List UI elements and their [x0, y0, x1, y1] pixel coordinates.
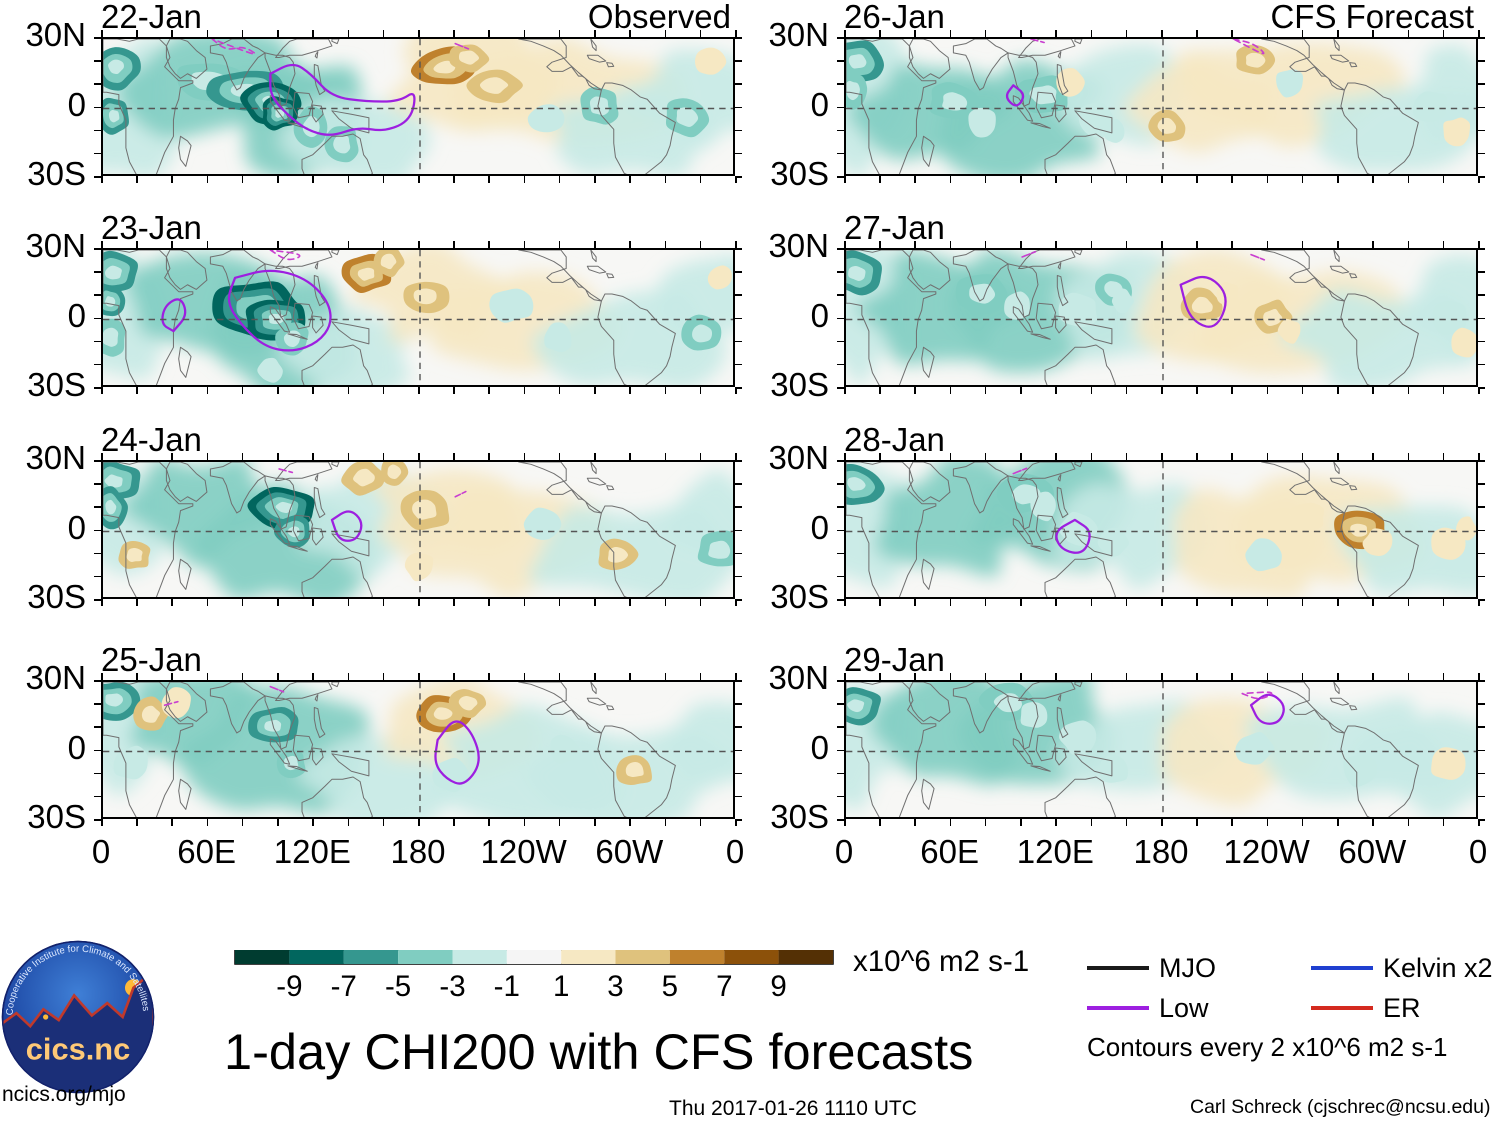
svg-text:cics.nc: cics.nc [26, 1031, 130, 1066]
